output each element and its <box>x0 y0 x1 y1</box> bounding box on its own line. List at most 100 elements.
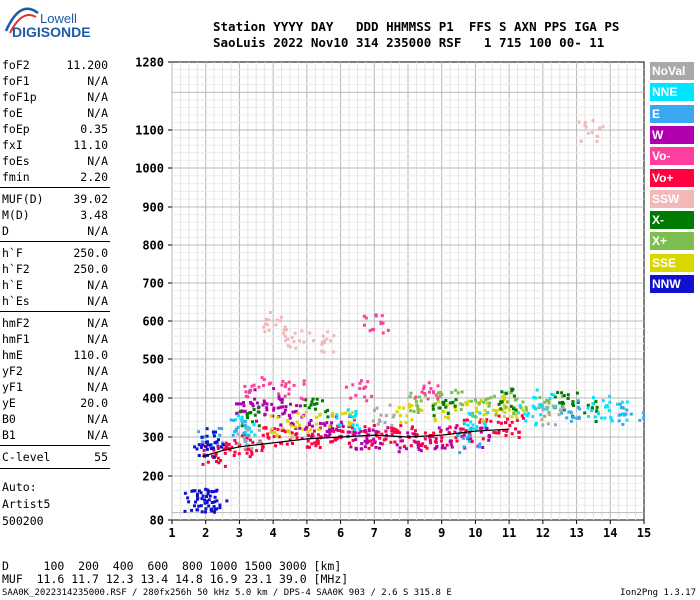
echo-point <box>390 426 394 430</box>
echo-point <box>312 429 316 433</box>
echo-point <box>607 408 611 412</box>
echo-point <box>429 441 433 445</box>
echo-point <box>328 425 332 429</box>
echo-point <box>240 415 244 419</box>
echo-point <box>467 399 471 403</box>
echo-point <box>212 434 216 438</box>
echo-point <box>213 495 217 499</box>
echo-point <box>304 426 308 430</box>
echo-point <box>264 426 268 429</box>
echo-point <box>410 418 414 422</box>
echo-point <box>431 390 435 394</box>
param-value: 250.0 <box>73 246 108 260</box>
echo-point <box>337 423 341 427</box>
legend-item: NoVal <box>650 62 694 80</box>
echo-point <box>262 384 265 387</box>
echo-point <box>562 394 566 398</box>
x-tick-label: 8 <box>404 526 411 540</box>
echo-point <box>338 429 342 432</box>
echo-point <box>497 429 501 433</box>
echo-point <box>456 434 460 438</box>
scaled-trace <box>202 428 510 458</box>
echo-point <box>306 439 310 443</box>
echo-point <box>439 430 443 434</box>
echo-point <box>358 387 362 390</box>
echo-point <box>508 424 512 427</box>
x-tick-label: 7 <box>371 526 378 540</box>
echo-point <box>190 508 194 512</box>
echo-point <box>547 413 551 417</box>
y-tick-label: 800 <box>142 239 164 253</box>
echo-point <box>571 402 575 406</box>
param-row: D N/A <box>2 223 108 239</box>
echo-point <box>502 403 506 407</box>
echo-point <box>326 330 330 334</box>
echo-point <box>307 421 311 425</box>
echo-point <box>251 404 255 408</box>
echo-point <box>620 406 624 409</box>
echo-point <box>370 443 374 447</box>
echo-point <box>314 444 318 448</box>
echo-point <box>204 487 208 491</box>
echo-point <box>366 433 370 437</box>
echo-point <box>353 427 357 431</box>
auto-label: Auto: <box>2 480 37 494</box>
echo-point <box>546 422 550 426</box>
param-value: N/A <box>87 294 108 308</box>
muf-row: MUF 11.6 11.7 12.3 13.4 14.8 16.9 23.1 3… <box>2 572 349 586</box>
echo-point <box>282 332 286 336</box>
echo-point <box>418 395 421 399</box>
echo-point <box>471 414 475 418</box>
echo-point <box>263 401 267 405</box>
param-row: fxI 11.10 <box>2 137 108 153</box>
echo-point <box>308 423 311 427</box>
echo-point <box>245 451 249 455</box>
echo-point <box>461 436 465 440</box>
param-row: foF1 N/A <box>2 73 108 89</box>
echo-point <box>250 452 254 456</box>
echo-point <box>236 432 240 436</box>
echo-point <box>225 499 229 503</box>
echo-point <box>411 432 415 436</box>
echo-point <box>369 439 373 443</box>
param-row: fmin 2.20 <box>2 169 108 185</box>
echo-point <box>495 410 499 414</box>
echo-point <box>235 402 238 406</box>
echo-point <box>557 413 561 417</box>
echo-point <box>515 397 519 401</box>
echo-point <box>459 408 463 412</box>
echo-point <box>309 419 313 422</box>
param-value: N/A <box>87 278 108 292</box>
echo-point <box>459 430 463 434</box>
echo-point <box>379 441 382 445</box>
echo-point <box>505 400 509 404</box>
echo-point <box>324 410 328 414</box>
echo-point <box>500 400 504 404</box>
param-row: M(D) 3.48 <box>2 207 108 223</box>
echo-point <box>391 415 395 419</box>
echo-point <box>213 500 217 504</box>
echo-point <box>468 439 471 443</box>
echo-point <box>388 403 392 407</box>
echo-point <box>373 408 376 412</box>
echo-point <box>445 443 449 447</box>
echo-point <box>353 431 357 435</box>
echo-point <box>576 405 580 409</box>
echo-point <box>547 399 551 403</box>
echo-point <box>252 383 256 387</box>
echo-point <box>405 414 409 418</box>
param-name: B0 <box>2 412 16 426</box>
echo-point <box>625 418 629 422</box>
echo-point <box>195 494 199 498</box>
echo-point <box>321 334 325 338</box>
echo-point <box>411 425 414 429</box>
echo-point <box>348 430 352 434</box>
echo-point <box>301 414 305 418</box>
echo-point <box>326 415 330 419</box>
echo-point <box>309 428 312 432</box>
echo-point <box>289 422 293 426</box>
y-tick-label: 200 <box>142 470 164 484</box>
echo-point <box>205 434 209 438</box>
echo-point <box>434 440 437 444</box>
echo-point <box>443 446 447 450</box>
